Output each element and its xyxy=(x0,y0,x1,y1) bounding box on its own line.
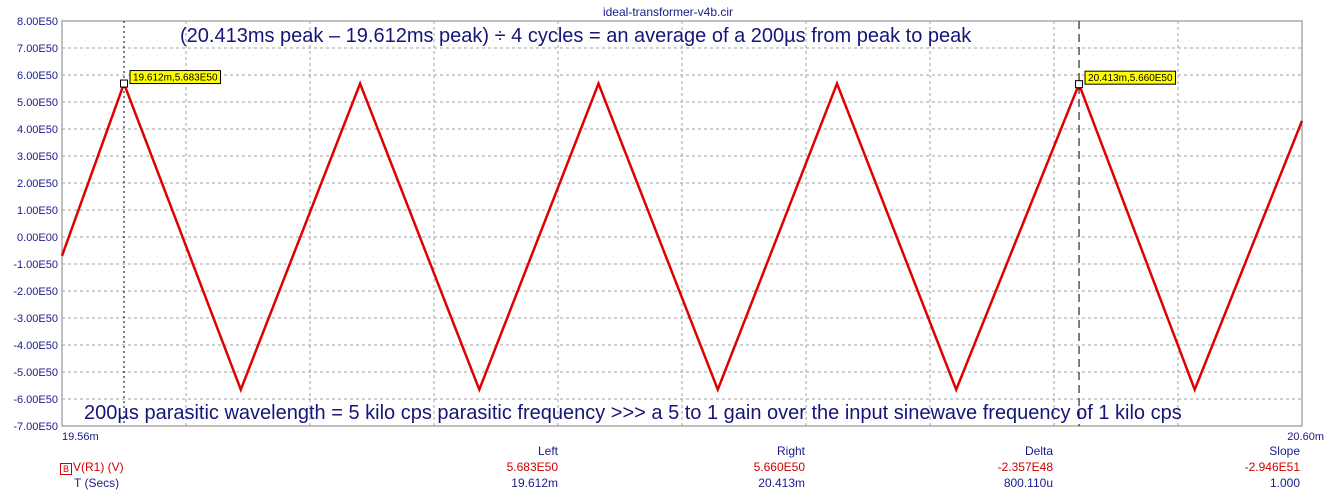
annotation-top: (20.413ms peak – 19.612ms peak) ÷ 4 cycl… xyxy=(180,25,972,47)
y-tick-label: -3.00E50 xyxy=(13,313,58,325)
trace-label-vr1[interactable]: B V(R1) (V) xyxy=(60,460,124,475)
readout-header-delta: Delta xyxy=(1024,444,1053,458)
file-title: ideal-transformer-v4b.cir xyxy=(603,5,733,19)
readout-header-left: Left xyxy=(537,444,558,458)
y-tick-label: 5.00E50 xyxy=(17,97,58,109)
x-tick-label-left: 19.56m xyxy=(62,431,99,443)
y-tick-label: -5.00E50 xyxy=(13,367,58,379)
waveform-chart: ideal-transformer-v4b.cir 8.00E50 7.00E50… xyxy=(13,5,1324,443)
cursor-label: 19.612m,5.683E50 xyxy=(133,73,218,84)
annotation-bottom: 200µs parasitic wavelength = 5 kilo cps … xyxy=(84,402,1182,424)
cursor-layer[interactable]: 19.612m,5.683E50 20.413m,5.660E50 xyxy=(120,21,1177,426)
trace-label-text: V(R1) (V) xyxy=(73,460,124,474)
vr1-left-value: 5.683E50 xyxy=(506,460,558,474)
y-tick-label: 2.00E50 xyxy=(17,178,58,190)
y-tick-label: 1.00E50 xyxy=(17,205,58,217)
y-tick-label: 0.00E00 xyxy=(17,232,58,244)
time-delta-value: 800.110u xyxy=(1003,476,1053,490)
cursor-label-box xyxy=(1084,70,1177,85)
readout-header-right: Right xyxy=(776,444,805,458)
cursor-readout-panel: Left Right Delta Slope B V(R1) (V) 5.683E… xyxy=(0,444,1337,504)
trace-color-icon[interactable]: B xyxy=(60,463,72,475)
y-axis-ticks: 8.00E50 7.00E50 6.00E50 5.00E50 4.00E50 3.00E… xyxy=(13,16,58,433)
y-tick-label: -4.00E50 xyxy=(13,340,58,352)
time-axis-label: T (Secs) xyxy=(74,476,120,490)
vr1-slope-value: -2.946E51 xyxy=(1244,460,1300,474)
cursor-marker[interactable] xyxy=(120,79,128,88)
y-tick-label: -7.00E50 xyxy=(13,421,58,433)
trace-vr1 xyxy=(60,80,1304,394)
y-tick-label: -1.00E50 xyxy=(13,259,58,271)
vr1-right-value: 5.660E50 xyxy=(753,460,805,474)
y-tick-label: 3.00E50 xyxy=(17,151,58,163)
x-tick-label-right: 20.60m xyxy=(1287,431,1324,443)
time-slope-value: 1.000 xyxy=(1269,476,1300,490)
vr1-delta-value: -2.357E48 xyxy=(997,460,1053,474)
cursor-label: 20.413m,5.660E50 xyxy=(1088,73,1173,84)
cursor-label-box xyxy=(129,70,222,85)
y-tick-label: -2.00E50 xyxy=(13,286,58,298)
y-tick-label: 6.00E50 xyxy=(17,70,58,82)
time-right-value: 20.413m xyxy=(758,476,805,490)
y-tick-label: 8.00E50 xyxy=(17,16,58,28)
y-tick-label: -6.00E50 xyxy=(13,394,58,406)
y-tick-label: 4.00E50 xyxy=(17,124,58,136)
time-left-value: 19.612m xyxy=(511,476,558,490)
readout-header-slope: Slope xyxy=(1269,444,1300,458)
cursor-marker[interactable] xyxy=(1075,80,1084,89)
trace-layer xyxy=(60,80,1304,394)
y-tick-label: 7.00E50 xyxy=(17,43,58,55)
